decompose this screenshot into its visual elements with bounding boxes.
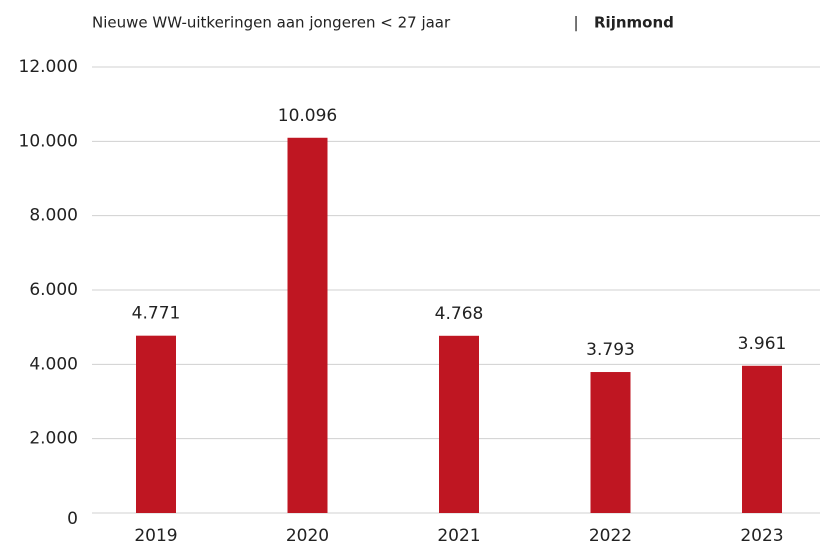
y-tick-label: 8.000	[29, 206, 78, 226]
value-label: 4.771	[132, 304, 181, 324]
x-tick-label: 2020	[286, 526, 329, 546]
x-tick-label: 2023	[740, 526, 783, 546]
chart-subtitle: Rijnmond	[594, 14, 674, 32]
chart-title: Nieuwe WW-uitkeringen aan jongeren < 27 …	[92, 14, 451, 32]
x-tick-label: 2022	[589, 526, 632, 546]
y-tick-label: 4.000	[29, 354, 78, 374]
y-tick-label: 2.000	[29, 429, 78, 449]
value-label: 4.768	[435, 304, 484, 324]
title-separator: |	[573, 14, 578, 32]
x-tick-label: 2019	[134, 526, 177, 546]
bar	[287, 137, 328, 514]
y-tick-label: 6.000	[29, 280, 78, 300]
y-tick-label: 0	[67, 509, 78, 529]
x-tick-label: 2021	[437, 526, 480, 546]
y-tick-label: 10.000	[19, 131, 78, 151]
bar	[136, 335, 176, 513]
y-tick-label: 12.000	[19, 57, 78, 77]
value-label: 3.793	[586, 340, 635, 360]
value-label: 3.961	[738, 334, 787, 354]
bar	[742, 365, 782, 513]
bar	[590, 372, 631, 513]
value-label: 10.096	[278, 106, 337, 126]
bar	[439, 335, 479, 513]
